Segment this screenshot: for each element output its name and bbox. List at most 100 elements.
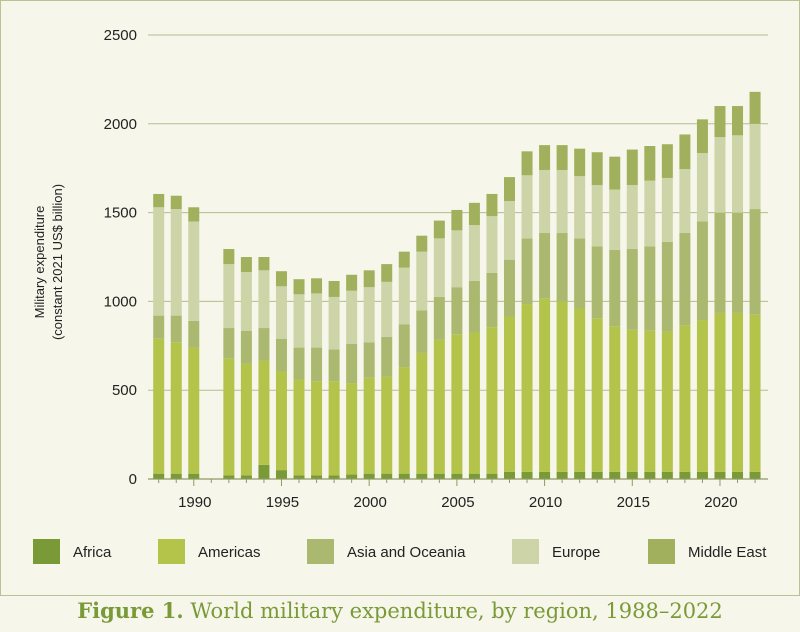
bar-middle-east-2000	[363, 270, 375, 288]
bar-middle-east-2012	[574, 148, 586, 177]
y-tick-label: 2500	[104, 27, 137, 44]
bar-middle-east-1997	[311, 278, 323, 294]
bar-asia-and-oceania-2010	[539, 233, 551, 299]
bar-americas-2015	[626, 329, 638, 472]
bar-americas-1988	[153, 338, 165, 474]
bar-asia-and-oceania-1996	[293, 347, 305, 380]
bar-africa-2009	[521, 471, 533, 479]
bar-africa-2015	[626, 471, 638, 479]
figure-title: World military expenditure, by region, 1…	[190, 599, 723, 623]
bar-africa-1995	[275, 470, 287, 479]
bar-americas-1995	[275, 371, 287, 471]
bar-africa-2014	[609, 471, 621, 479]
bar-europe-2003	[416, 251, 428, 311]
bar-africa-2020	[714, 471, 726, 479]
bar-middle-east-2014	[609, 156, 621, 190]
bar-middle-east-1995	[275, 271, 287, 287]
bar-americas-2016	[644, 330, 656, 472]
bar-africa-1997	[311, 475, 323, 479]
bar-middle-east-1990	[188, 207, 200, 222]
bar-middle-east-1999	[346, 274, 358, 291]
bar-asia-and-oceania-2009	[521, 238, 533, 305]
bar-middle-east-1998	[328, 280, 340, 297]
bar-asia-and-oceania-1998	[328, 349, 340, 382]
bar-europe-2022	[749, 123, 761, 210]
bar-africa-1988	[153, 473, 165, 479]
legend-swatch-americas	[158, 539, 185, 564]
bar-asia-and-oceania-1990	[188, 320, 200, 348]
bar-americas-2013	[591, 318, 603, 472]
bar-middle-east-2008	[504, 177, 515, 202]
bar-europe-2002	[398, 267, 410, 325]
x-tick-label: 2020	[704, 494, 737, 511]
bar-asia-and-oceania-1997	[311, 347, 323, 382]
bar-europe-2013	[591, 185, 603, 247]
bar-americas-2017	[661, 331, 673, 472]
bar-americas-1998	[328, 381, 340, 476]
bar-europe-2021	[732, 135, 744, 213]
bar-europe-1997	[311, 293, 323, 348]
bar-europe-1994	[258, 270, 270, 329]
bar-middle-east-2016	[644, 146, 656, 181]
x-tick-label: 1990	[178, 494, 211, 511]
x-tick-label: 2015	[617, 494, 650, 511]
bar-europe-1992	[223, 264, 235, 329]
y-tick-label: 1000	[104, 293, 137, 310]
bar-africa-2017	[661, 471, 673, 479]
x-tick-label: 2005	[441, 494, 474, 511]
bar-americas-1990	[188, 347, 200, 474]
bar-asia-and-oceania-2002	[398, 324, 410, 368]
bar-asia-and-oceania-2021	[732, 212, 744, 313]
bar-europe-2010	[539, 169, 551, 234]
legend-swatch-asia-and-oceania	[307, 539, 334, 564]
bar-asia-and-oceania-2003	[416, 310, 428, 353]
bar-asia-and-oceania-2019	[696, 221, 708, 321]
bar-europe-1998	[328, 296, 340, 350]
figure-caption: Figure 1. World military expenditure, by…	[0, 598, 800, 623]
bar-americas-2005	[451, 334, 463, 474]
bar-middle-east-2002	[398, 251, 410, 268]
bar-americas-2019	[696, 320, 708, 472]
bars	[153, 91, 761, 479]
legend-swatch-middle-east	[648, 539, 675, 564]
bar-africa-2021	[732, 471, 744, 479]
bar-africa-2007	[486, 473, 498, 479]
bar-europe-1995	[275, 286, 287, 339]
bar-europe-2020	[714, 137, 726, 213]
bar-europe-2007	[486, 216, 498, 273]
bar-americas-2007	[486, 327, 498, 474]
bar-europe-2008	[504, 201, 515, 260]
bar-africa-2001	[381, 473, 393, 479]
bar-asia-and-oceania-2013	[591, 246, 603, 319]
legend-label-asia-and-oceania: Asia and Oceania	[347, 544, 466, 561]
bar-asia-and-oceania-2014	[609, 249, 621, 327]
bar-europe-1999	[346, 290, 358, 345]
bar-africa-2010	[539, 471, 551, 479]
bar-asia-and-oceania-1994	[258, 328, 270, 361]
bar-americas-2009	[521, 304, 533, 472]
bar-americas-2008	[504, 316, 515, 472]
bar-europe-2005	[451, 230, 463, 288]
bar-asia-and-oceania-2018	[679, 233, 691, 326]
y-axis-label-line1: Military expenditure	[32, 206, 47, 319]
bar-asia-and-oceania-2007	[486, 272, 498, 328]
bar-americas-1992	[223, 358, 235, 476]
bar-africa-1990	[188, 473, 200, 479]
bar-americas-1989	[170, 342, 182, 474]
bar-africa-2018	[679, 471, 691, 479]
bar-africa-1994	[258, 464, 270, 479]
bar-africa-2006	[468, 473, 480, 479]
bar-africa-1996	[293, 475, 305, 479]
y-axis-label-line2: (constant 2021 US$ billion)	[50, 184, 65, 340]
bar-africa-2000	[363, 473, 375, 479]
bar-asia-and-oceania-1995	[275, 338, 287, 372]
bar-asia-and-oceania-1989	[170, 315, 182, 343]
bar-middle-east-2006	[468, 202, 480, 226]
bar-africa-1993	[240, 475, 252, 479]
bar-europe-1988	[153, 207, 165, 316]
bar-africa-2019	[696, 471, 708, 479]
bar-middle-east-1994	[258, 257, 270, 271]
bar-americas-2012	[574, 308, 586, 472]
bar-americas-2002	[398, 367, 410, 474]
bar-asia-and-oceania-2017	[661, 241, 673, 332]
